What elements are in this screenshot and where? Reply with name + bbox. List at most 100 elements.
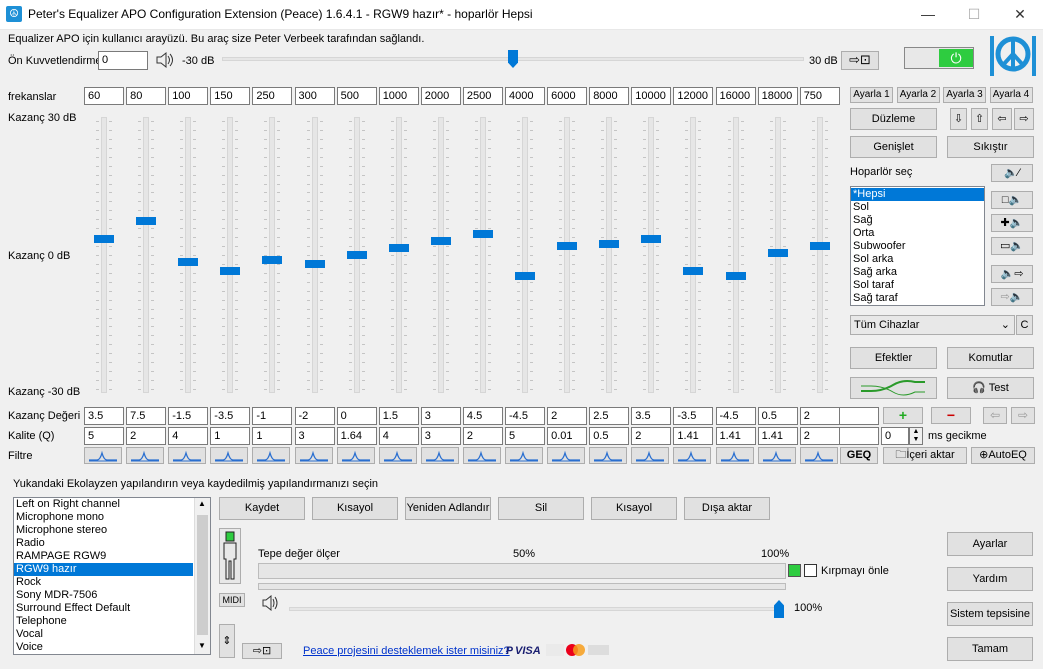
band-slider-thumb[interactable] [599,239,620,248]
band-slider-track[interactable] [143,117,150,393]
filter-type-button[interactable] [715,447,754,464]
mute-speaker-button[interactable]: 🔈⁄ [991,164,1033,182]
gain-input[interactable]: -4.5 [715,407,756,425]
close-button[interactable]: ✕ [1014,6,1026,22]
filter-type-button[interactable] [126,447,165,464]
filter-type-button[interactable] [799,447,838,464]
config-list[interactable]: Left on Right channel Microphone mono Micr… [13,497,211,655]
speaker-volume-icon[interactable] [155,51,175,69]
gain-input[interactable]: -1.5 [168,407,209,425]
frequency-input[interactable]: 18000 [757,87,798,105]
device-select[interactable]: Tüm Cihazlar ⌄ [850,315,1015,335]
config-list-item[interactable]: RGW9 hazır [14,563,193,576]
gain-input[interactable]: 4.5 [462,407,503,425]
band-slider-thumb[interactable] [262,255,283,264]
gain-input[interactable]: 3.5 [84,407,124,425]
speaker-list-item[interactable]: Sol arka [853,253,894,265]
gain-input[interactable]: 2 [547,407,588,425]
band-slider-thumb[interactable] [725,271,746,280]
band-slider-thumb[interactable] [430,237,451,246]
band-slider-track[interactable] [690,117,697,393]
band-slider-thumb[interactable] [94,234,114,243]
frequency-input[interactable]: 60 [84,87,124,105]
edit-button[interactable]: Düzleme [850,108,937,130]
band-slider-thumb[interactable] [472,230,493,239]
quality-input[interactable]: 4 [378,427,419,445]
filter-type-button[interactable] [673,447,712,464]
band-slider-track[interactable] [185,117,192,393]
band-slider-track[interactable] [311,117,318,393]
frequency-input[interactable]: 4000 [505,87,545,105]
speaker-list-item[interactable]: *Hepsi [851,188,984,201]
band-slider-thumb[interactable] [388,244,409,253]
config-list-item[interactable]: Voice [16,641,43,653]
speaker-list-item[interactable]: Sağ [853,214,873,226]
band-slider-thumb[interactable] [346,251,367,259]
minimize-button[interactable]: — [921,6,935,22]
band-slider-thumb[interactable] [683,267,704,276]
filter-type-button[interactable] [420,447,459,464]
filter-type-button[interactable] [505,447,543,464]
band-slider-track[interactable] [395,117,402,393]
compress-button[interactable]: Sıkıştır [947,136,1034,158]
support-link[interactable]: Peace projesini desteklemek ister misini… [303,645,510,657]
speaker-list-item[interactable]: Orta [853,227,875,239]
speaker-mode-5-button[interactable]: ⇨🔈 [991,288,1033,306]
frequency-input[interactable]: 2000 [420,87,461,105]
filter-type-button[interactable] [168,447,207,464]
config-list-item[interactable]: Radio [16,537,45,549]
band-slider-track[interactable] [479,117,486,393]
band-slider-thumb[interactable] [178,257,199,266]
config-list-scrollbar[interactable]: ▲ ▼ [194,498,210,654]
gain-input[interactable]: 2 [799,407,840,425]
frequency-input[interactable]: 80 [126,87,167,105]
scroll-thumb[interactable] [197,515,208,635]
band-slider-track[interactable] [269,117,276,393]
quality-input[interactable]: 5 [84,427,124,445]
add-band-button[interactable]: + [883,407,923,424]
gain-input[interactable]: 3 [420,407,461,425]
config-list-item[interactable]: Vocal [16,628,43,640]
band-slider-thumb[interactable] [220,267,241,276]
filter-type-button[interactable] [757,447,796,464]
export-button[interactable]: Dışa aktar [684,497,770,520]
preset-button-3[interactable]: Ayarla 3 [943,87,986,103]
gain-input[interactable]: 3.5 [631,407,672,425]
config-list-item[interactable]: RAMPAGE RGW9 [16,550,107,562]
expand-button[interactable]: Genişlet [850,136,937,158]
quality-input[interactable]: 3 [294,427,335,445]
filter-type-button[interactable] [210,447,249,464]
speaker-list[interactable]: *Hepsi Sol Sağ Orta Subwoofer Sol arka Sağ ark… [850,186,985,306]
gain-input[interactable]: -3.5 [673,407,714,425]
power-toggle[interactable]: ⏻ [904,47,974,69]
config-list-item[interactable]: Microphone mono [16,511,105,523]
filter-type-button[interactable] [547,447,586,464]
frequency-input[interactable]: 1000 [378,87,419,105]
filter-type-button[interactable] [252,447,291,464]
quality-input[interactable]: 4 [168,427,209,445]
frequency-input[interactable]: 300 [294,87,335,105]
gain-input[interactable]: 0.5 [757,407,798,425]
config-list-item[interactable]: Telephone [16,615,67,627]
arrow-left-button[interactable]: ⇦ [992,108,1012,130]
quality-input[interactable]: 2 [631,427,672,445]
quality-input[interactable]: 3 [420,427,461,445]
frequency-input[interactable]: 500 [336,87,377,105]
frequency-input[interactable]: 10000 [631,87,672,105]
rename-button[interactable]: Yeniden Adlandır [405,497,491,520]
band-slider-thumb[interactable] [136,216,157,225]
filter-type-button[interactable] [294,447,333,464]
gain-input[interactable]: -1 [252,407,293,425]
quality-input[interactable]: 1.64 [336,427,377,445]
frequency-input[interactable]: 150 [210,87,251,105]
quality-input[interactable]: 0.5 [589,427,630,445]
frequency-input[interactable]: 6000 [547,87,588,105]
speaker-list-item[interactable]: Sol [853,201,869,213]
delay-spinner[interactable]: ▲ ▼ [909,427,923,445]
gain-input[interactable]: -2 [294,407,335,425]
quality-input[interactable]: 1.41 [757,427,798,445]
save-button[interactable]: Kaydet [219,497,305,520]
band-slider-thumb[interactable] [809,241,830,250]
speaker-mode-3-button[interactable]: ▭🔈 [991,237,1033,255]
scroll-down-icon[interactable]: ▼ [198,641,206,650]
